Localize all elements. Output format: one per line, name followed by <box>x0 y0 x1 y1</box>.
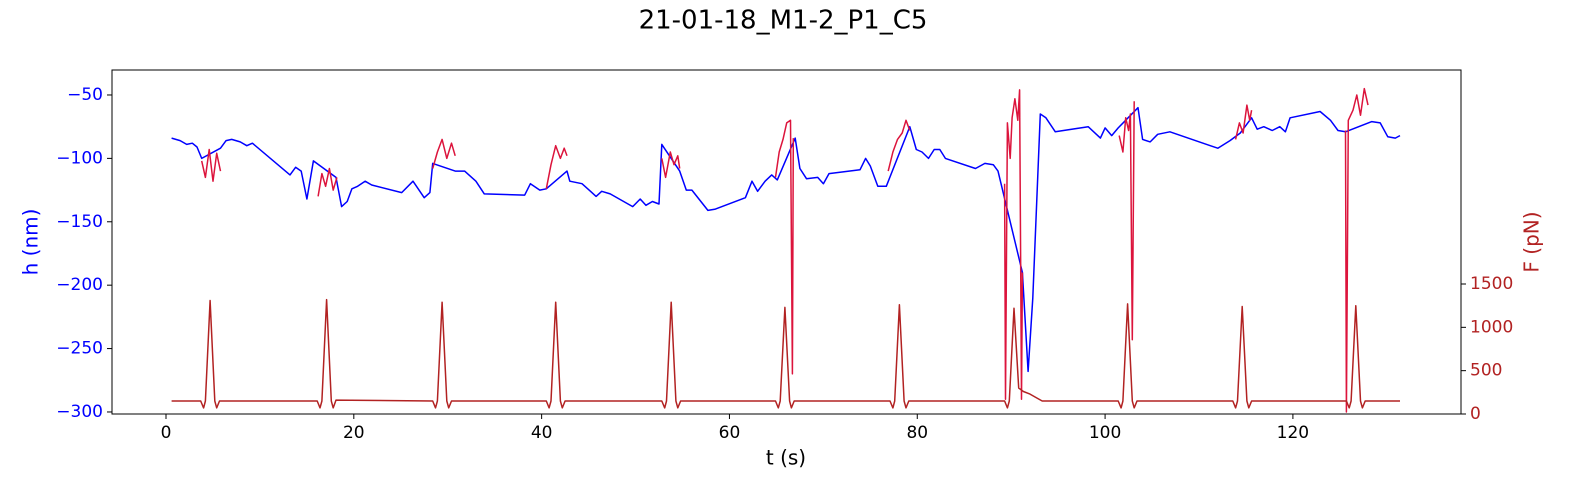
y2-tick-label: 500 <box>1470 361 1502 381</box>
data-line <box>171 298 1400 409</box>
y2-tick-label: 0 <box>1470 404 1481 424</box>
y-tick-label: −200 <box>56 275 103 295</box>
x-tick-label: 80 <box>906 423 928 443</box>
x-tick-label: 100 <box>1089 423 1121 443</box>
y-tick-label: −150 <box>56 212 103 232</box>
x-tick-label: 0 <box>161 423 172 443</box>
y-tick-label: −50 <box>67 85 103 105</box>
x-tick-label: 40 <box>531 423 553 443</box>
y2-tick-label: 1500 <box>1470 274 1513 294</box>
x-tick-label: 60 <box>719 423 741 443</box>
plot-frame <box>111 69 1462 415</box>
y-tick-label: −250 <box>56 339 103 359</box>
x-tick-label: 20 <box>343 423 365 443</box>
data-line <box>171 106 1401 373</box>
data-line <box>200 87 1369 413</box>
x-tick-label: 120 <box>1277 423 1309 443</box>
y2-tick-label: 1000 <box>1470 317 1513 337</box>
y-tick-label: −300 <box>56 402 103 422</box>
y2-axis-label: F (pN) <box>1520 211 1544 272</box>
chart-title: 21-01-18_M1-2_P1_C5 <box>639 6 928 36</box>
y-tick-label: −100 <box>56 148 103 168</box>
y-axis-label: h (nm) <box>19 209 43 276</box>
x-axis-label: t (s) <box>766 446 806 470</box>
